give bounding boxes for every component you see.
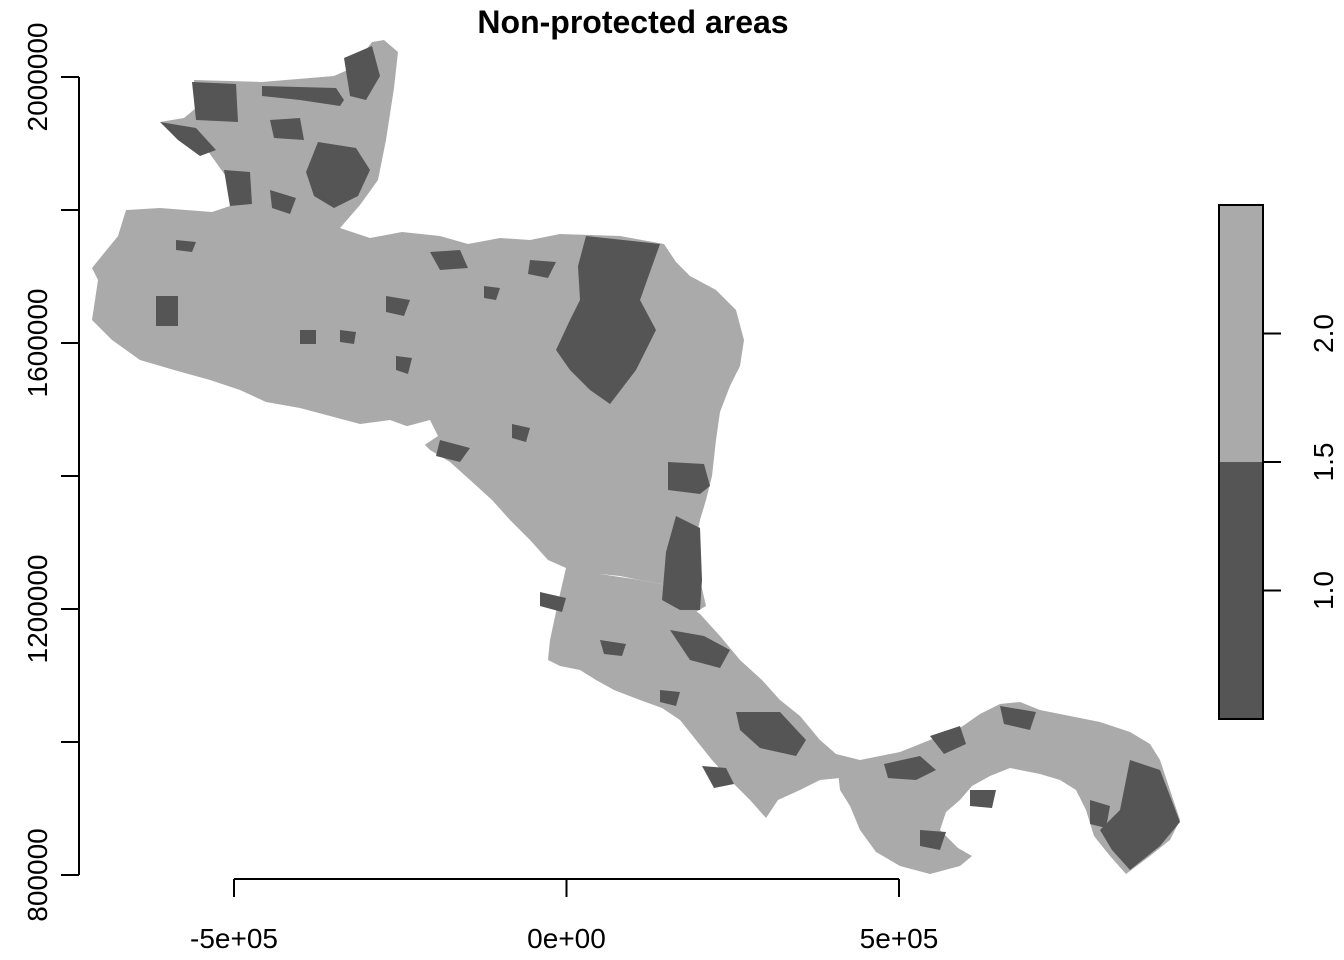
- legend: 1.0 1.5 2.0: [1218, 204, 1339, 720]
- protected-area: [270, 118, 304, 140]
- protected-area: [702, 766, 734, 788]
- protected-area: [1000, 706, 1036, 730]
- y-axis: 800000 1200000 1600000 2000000: [22, 22, 80, 922]
- protected-area: [430, 250, 468, 270]
- protected-area: [192, 82, 238, 122]
- x-tick-label: 0e+00: [527, 923, 606, 954]
- protected-area: [660, 690, 680, 706]
- y-tick-label: 1200000: [22, 554, 53, 663]
- y-tick-label: 2000000: [22, 22, 53, 131]
- protected-area: [670, 630, 730, 668]
- protected-area: [662, 516, 702, 610]
- protected-area: [600, 640, 626, 656]
- protected-area: [300, 330, 316, 344]
- protected-area: [1100, 760, 1180, 870]
- protected-area: [736, 712, 806, 756]
- legend-ticks: 1.0 1.5 2.0: [1263, 314, 1339, 610]
- legend-band: [1219, 205, 1263, 462]
- protected-area: [930, 726, 966, 754]
- y-tick-label: 800000: [22, 828, 53, 921]
- protected-area: [270, 190, 296, 214]
- legend-tick-label: 2.0: [1308, 314, 1339, 353]
- protected-area: [970, 790, 996, 808]
- gulf-notch: [400, 420, 438, 448]
- legend-tick-label: 1.0: [1308, 571, 1339, 610]
- legend-tick-label: 1.5: [1308, 443, 1339, 482]
- map-title: Non-protected areas: [477, 4, 788, 40]
- landmass-north: [92, 40, 744, 612]
- protected-area: [344, 46, 380, 100]
- protected-area: [528, 260, 556, 278]
- protected-area: [556, 236, 660, 404]
- protected-area: [884, 756, 936, 780]
- x-tick-label: -5e+05: [190, 923, 278, 954]
- protected-area: [668, 462, 710, 494]
- protected-area: [512, 424, 530, 442]
- protected-area: [396, 356, 412, 374]
- protected-area: [262, 86, 344, 106]
- protected-area: [176, 240, 196, 252]
- protected-area: [484, 286, 500, 300]
- protected-area: [1090, 800, 1110, 828]
- protected-area: [160, 122, 216, 156]
- central-america-raster: [92, 40, 1180, 874]
- protected-area: [224, 170, 252, 206]
- protected-area: [436, 440, 470, 462]
- landmass-costa-rica: [548, 568, 850, 818]
- protected-area: [340, 330, 356, 344]
- x-axis: -5e+05 0e+00 5e+05: [190, 878, 939, 954]
- protected-area: [540, 592, 566, 612]
- protected-area: [386, 296, 410, 316]
- x-tick-label: 5e+05: [860, 923, 939, 954]
- legend-color-bands: [1219, 205, 1263, 719]
- protected-area: [156, 296, 178, 326]
- protected-area: [920, 830, 946, 850]
- y-tick-label: 1600000: [22, 288, 53, 397]
- protected-area: [306, 142, 370, 208]
- legend-band: [1219, 462, 1263, 719]
